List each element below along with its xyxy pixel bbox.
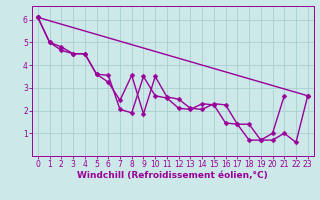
X-axis label: Windchill (Refroidissement éolien,°C): Windchill (Refroidissement éolien,°C) xyxy=(77,171,268,180)
